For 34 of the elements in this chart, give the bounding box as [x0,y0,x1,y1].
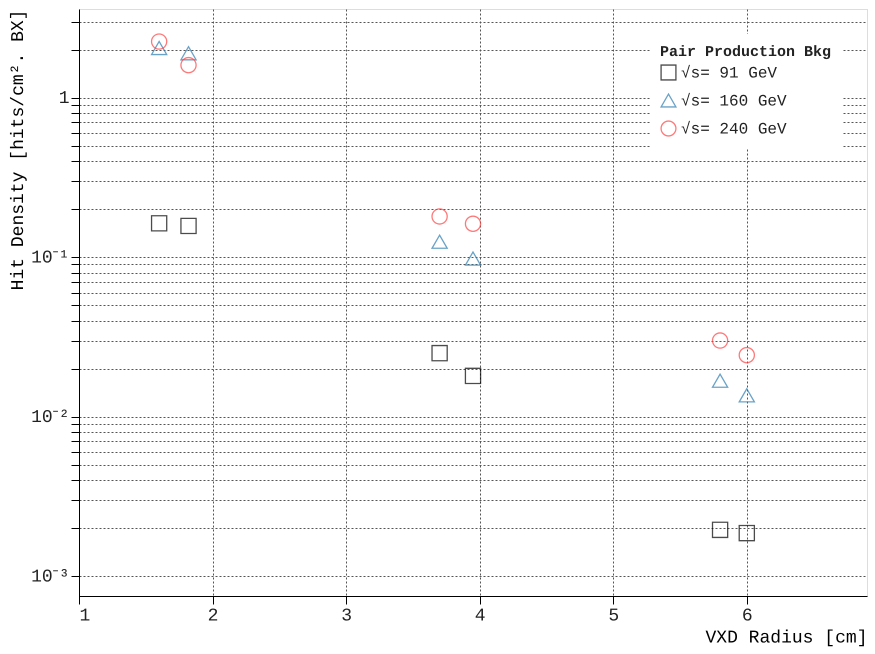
point [431,234,448,249]
y-tick-label: 10⁻³ [31,568,70,588]
y-axis-title: Hit Density [hits/cm². BX] [9,10,30,290]
x-tick-label: 1 [80,606,90,626]
point [150,215,168,232]
point [180,218,197,234]
x-tick-label: 6 [742,606,753,626]
point [464,251,482,266]
point [180,46,197,60]
point [712,373,728,388]
x-tick-label: 4 [474,606,486,626]
legend-label: √s= 91 GeV [681,64,778,82]
point [431,344,448,362]
x-tick-label: 2 [208,606,218,626]
point [431,208,448,225]
point [738,346,756,364]
point [464,216,482,232]
legend-title: Pair Production Bkg [660,44,832,61]
x-tick-label: 3 [341,606,352,626]
point [738,388,756,403]
point [150,33,168,50]
point [150,40,168,56]
point [738,524,756,542]
y-tick-label: 10⁻² [31,408,70,428]
point [712,332,728,349]
point [712,522,728,538]
legend-label: √s= 240 GeV [681,120,788,138]
x-axis-title: VXD Radius [cm] [705,628,868,648]
y-tick-label: 10⁻¹ [31,248,70,269]
point [180,56,197,74]
point [464,368,482,384]
y-tick-label: 1 [58,89,70,110]
legend-label: √s= 160 GeV [681,92,788,110]
x-tick-label: 5 [608,606,620,626]
